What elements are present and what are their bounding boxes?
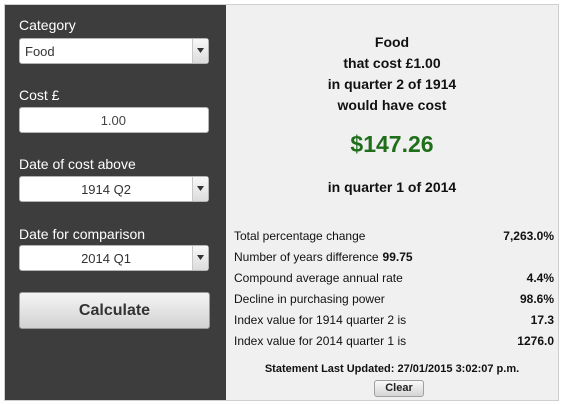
date-cost-value: 1914 Q2 [81,182,131,197]
statistics-table: Total percentage change 7,263.0% Number … [234,227,554,353]
chevron-down-icon[interactable] [192,177,208,201]
stat-row: Decline in purchasing power 98.6% [234,290,554,311]
result-category: Food [374,34,410,50]
stat-row: Number of years difference 99.75 [234,248,554,269]
stat-label: Index value for 2014 quarter 1 is [234,334,407,348]
category-label: Category [19,17,76,33]
stat-row: Total percentage change 7,263.0% [234,227,554,248]
stat-value: 17.3 [530,313,554,327]
result-would-line: would have cost [337,97,447,113]
date-compare-value: 2014 Q1 [81,251,131,266]
result-date-line: in quarter 2 of 1914 [327,76,457,92]
result-comparison-date: in quarter 1 of 2014 [327,179,457,195]
cost-input[interactable]: 1.00 [19,107,209,133]
date-cost-select[interactable]: 1914 Q2 [19,176,209,202]
stat-value: 4.4% [526,271,554,285]
last-updated-text: Statement Last Updated: 27/01/2015 3:02:… [264,363,520,375]
result-panel: Food that cost £1.00 in quarter 2 of 191… [226,5,558,400]
chevron-down-icon[interactable] [192,39,208,63]
stat-value: 98.6% [519,292,554,306]
category-value: Food [25,44,55,59]
result-statement: Food that cost £1.00 in quarter 2 of 191… [226,32,558,116]
cost-label: Cost £ [19,87,60,103]
stat-row: Index value for 2014 quarter 1 is 1276.0 [234,332,554,353]
stat-label: Decline in purchasing power [234,292,385,306]
stat-row: Index value for 1914 quarter 2 is 17.3 [234,311,554,332]
result-amount: $147.26 [350,131,434,157]
stat-value: 7,263.0% [503,229,554,243]
inflation-calculator: Category Food Cost £ 1.00 Date of cost a… [4,4,559,401]
date-cost-label: Date of cost above [19,156,136,172]
stat-label: Index value for 1914 quarter 2 is [234,313,407,327]
clear-button[interactable]: Clear [374,380,424,397]
calculate-button[interactable]: Calculate [19,292,210,329]
stat-label-text: Number of years difference [234,250,379,264]
stat-value: 99.75 [382,250,413,264]
result-cost-line: that cost £1.00 [343,55,441,71]
input-panel: Category Food Cost £ 1.00 Date of cost a… [5,5,226,400]
category-select[interactable]: Food [19,38,209,64]
stat-label: Total percentage change [234,229,366,243]
chevron-down-icon[interactable] [192,246,208,270]
stat-label: Compound average annual rate [234,271,403,285]
stat-row: Compound average annual rate 4.4% [234,269,554,290]
stat-label: Number of years difference 99.75 [234,250,413,264]
date-compare-select[interactable]: 2014 Q1 [19,245,209,271]
date-compare-label: Date for comparison [19,226,146,242]
stat-value: 1276.0 [517,334,554,348]
